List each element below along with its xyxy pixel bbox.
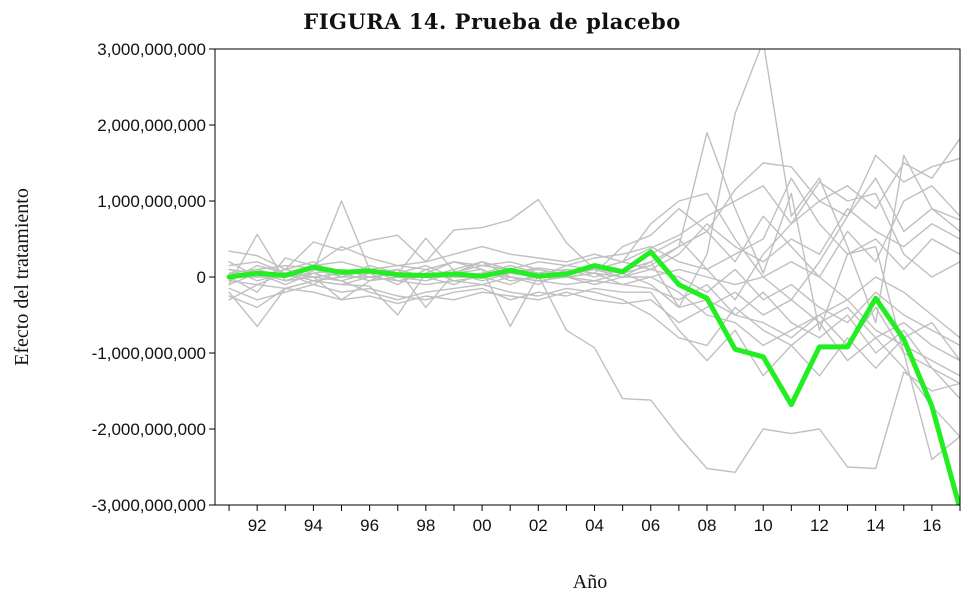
x-tick-label: 10: [754, 516, 773, 535]
placebo-series-line: [228, 287, 960, 362]
y-axis: -3,000,000,000 -2,000,000,000 -1,000,000,0…: [92, 40, 215, 515]
x-tick-label: 02: [529, 516, 548, 535]
series-layer: [226, 49, 960, 505]
y-tick-label: -3,000,000,000: [92, 496, 206, 515]
placebo-series-line: [228, 268, 960, 377]
y-tick-label: -1,000,000,000: [92, 344, 206, 363]
y-tick-label: 0: [197, 268, 206, 287]
x-axis: 92 94 96 98 00 02 04 06 08 10 12 14 16: [228, 505, 961, 535]
placebo-series-line: [228, 276, 960, 400]
x-tick-label: 00: [473, 516, 492, 535]
x-tick-label: 08: [698, 516, 717, 535]
placebo-series-line: [228, 181, 960, 301]
treated-series-line: [226, 249, 960, 505]
x-tick-label: 06: [641, 516, 660, 535]
x-tick-label: 14: [866, 516, 885, 535]
y-tick-label: -2,000,000,000: [92, 420, 206, 439]
placebo-series-line: [228, 268, 960, 347]
placebo-series-line: [228, 264, 960, 385]
y-axis-title: Efecto del tratamiento: [11, 188, 33, 366]
x-tick-label: 12: [810, 516, 829, 535]
placebo-series-line: [228, 131, 960, 461]
placebo-series-line: [228, 283, 960, 377]
placebo-series-line: [228, 261, 960, 473]
y-tick-label: 2,000,000,000: [97, 116, 206, 135]
plot-area: [214, 48, 961, 506]
x-tick-label: 04: [585, 516, 604, 535]
x-tick-label: 16: [922, 516, 941, 535]
x-tick-label: 92: [248, 516, 267, 535]
x-tick-label: 96: [360, 516, 379, 535]
y-tick-label: 3,000,000,000: [97, 40, 206, 59]
placebo-series-line: [228, 261, 960, 339]
placebo-series-line: [228, 268, 960, 438]
x-tick-label: 94: [304, 516, 323, 535]
x-axis-title: Año: [573, 571, 607, 593]
x-tick-label: 98: [416, 516, 435, 535]
placebo-series-line: [228, 207, 960, 274]
placebo-series-line: [228, 138, 960, 271]
chart-title: FIGURA 14. Prueba de placebo: [303, 9, 680, 34]
placebo-series-line: [228, 177, 960, 301]
y-tick-label: 1,000,000,000: [97, 192, 206, 211]
